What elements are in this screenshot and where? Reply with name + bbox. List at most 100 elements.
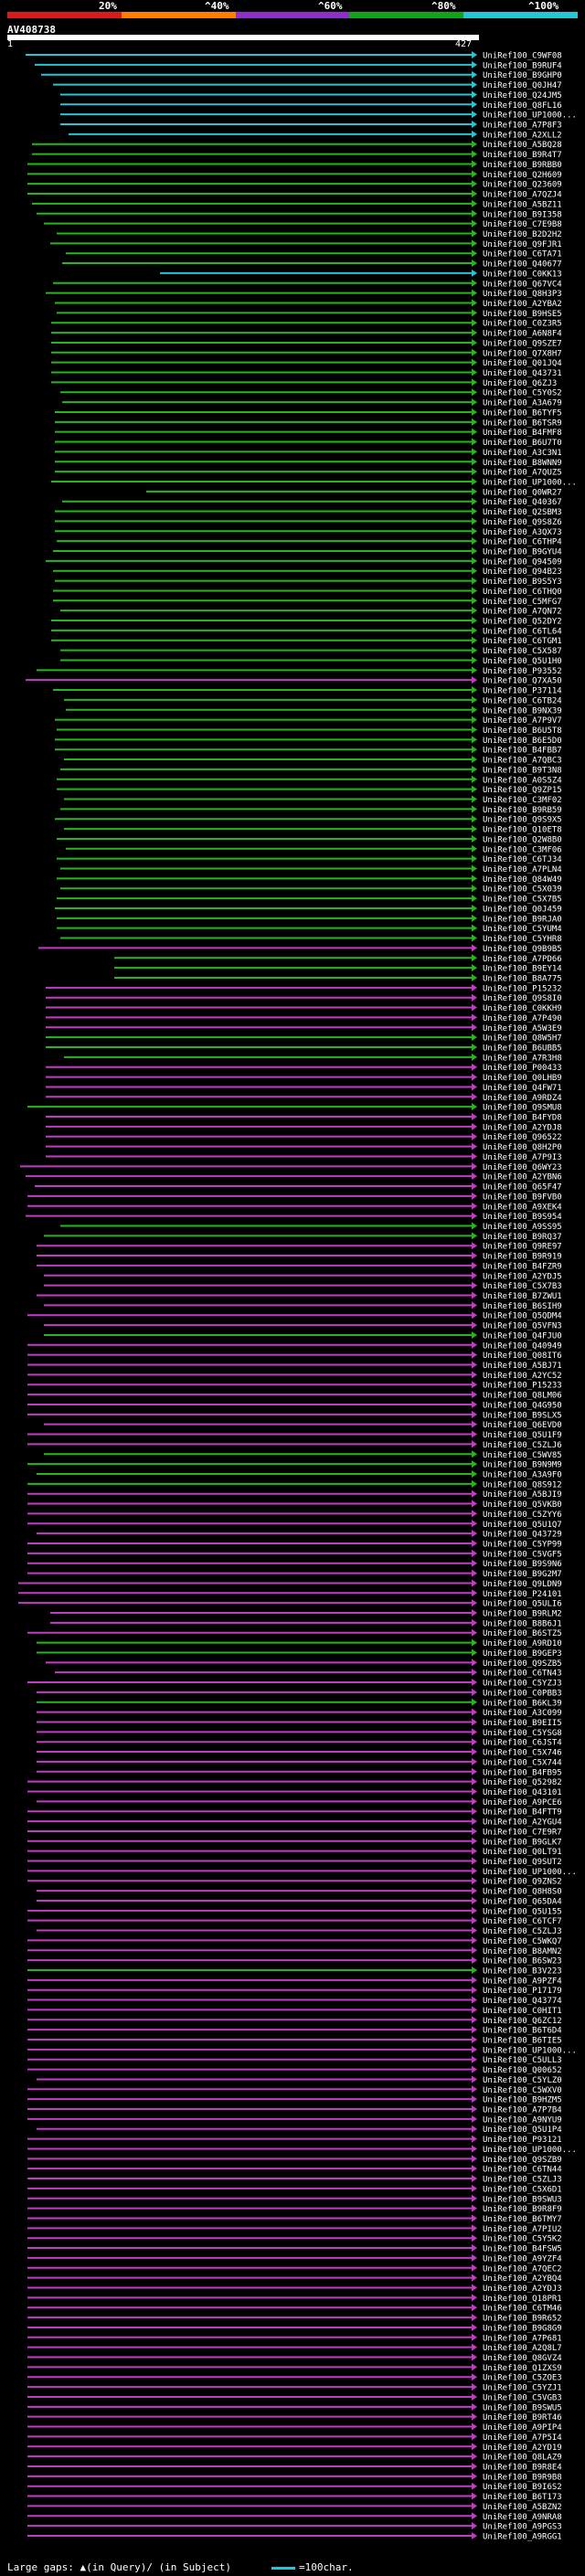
hit-id-link[interactable]: UniRef100_B9HSE5 bbox=[483, 310, 562, 319]
hit-id-link[interactable]: UniRef100_UP1000... bbox=[483, 2046, 577, 2055]
hit-id-link[interactable]: UniRef100_C6TGM1 bbox=[483, 637, 562, 646]
hit-id-link[interactable]: UniRef100_C6TA71 bbox=[483, 250, 562, 260]
hit-id-link[interactable]: UniRef100_A2YD19 bbox=[483, 2443, 562, 2453]
hit-id-link[interactable]: UniRef100_A2YGU4 bbox=[483, 1818, 562, 1828]
hit-id-link[interactable]: UniRef100_B9S5Y3 bbox=[483, 578, 562, 587]
hit-id-link[interactable]: UniRef100_Q4G950 bbox=[483, 1401, 562, 1410]
hit-id-link[interactable]: UniRef100_Q6ZJ3 bbox=[483, 379, 557, 388]
hit-id-link[interactable]: UniRef100_C5YHR8 bbox=[483, 935, 562, 944]
hit-id-link[interactable]: UniRef100_C5VGF5 bbox=[483, 1550, 562, 1559]
hit-id-link[interactable]: UniRef100_C6JST4 bbox=[483, 1739, 562, 1748]
hit-id-link[interactable]: UniRef100_B9S9N6 bbox=[483, 1560, 562, 1569]
hit-id-link[interactable]: UniRef100_C6TN44 bbox=[483, 2166, 562, 2175]
hit-id-link[interactable]: UniRef100_C5YUM4 bbox=[483, 925, 562, 934]
hit-id-link[interactable]: UniRef100_A9RDZ4 bbox=[483, 1094, 562, 1103]
hit-id-link[interactable]: UniRef100_A3A9F0 bbox=[483, 1470, 562, 1479]
hit-id-link[interactable]: UniRef100_B9NX39 bbox=[483, 706, 562, 716]
hit-id-link[interactable]: UniRef100_B9RUF4 bbox=[483, 61, 562, 70]
hit-id-link[interactable]: UniRef100_B9SWU5 bbox=[483, 2403, 562, 2412]
hit-id-link[interactable]: UniRef100_Q0J459 bbox=[483, 905, 562, 914]
hit-id-link[interactable]: UniRef100_Q7XA50 bbox=[483, 677, 562, 686]
hit-id-link[interactable]: UniRef100_C5Y5K2 bbox=[483, 2235, 562, 2244]
hit-id-link[interactable]: UniRef100_A2Q8L7 bbox=[483, 2344, 562, 2353]
hit-id-link[interactable]: UniRef100_A9PZF4 bbox=[483, 1977, 562, 1986]
hit-id-link[interactable]: UniRef100_Q2SBM3 bbox=[483, 508, 562, 517]
hit-id-link[interactable]: UniRef100_A7P490 bbox=[483, 1014, 562, 1023]
hit-id-link[interactable]: UniRef100_B4FYD8 bbox=[483, 1114, 562, 1123]
hit-id-link[interactable]: UniRef100_B9GEP3 bbox=[483, 1649, 562, 1659]
hit-id-link[interactable]: UniRef100_C0KKH9 bbox=[483, 1004, 562, 1013]
hit-id-link[interactable]: UniRef100_B9R4T7 bbox=[483, 151, 562, 160]
hit-id-link[interactable]: UniRef100_C5ULL3 bbox=[483, 2056, 562, 2065]
hit-id-link[interactable]: UniRef100_B6E5D0 bbox=[483, 737, 562, 746]
hit-id-link[interactable]: UniRef100_A5BJI9 bbox=[483, 1490, 562, 1500]
hit-id-link[interactable]: UniRef100_B9RJA0 bbox=[483, 915, 562, 924]
hit-id-link[interactable]: UniRef100_UP1000... bbox=[483, 1868, 577, 1877]
hit-id-link[interactable]: UniRef100_C5YZJ3 bbox=[483, 1680, 562, 1689]
hit-id-link[interactable]: UniRef100_P15232 bbox=[483, 984, 562, 993]
hit-id-link[interactable]: UniRef100_A7PIU2 bbox=[483, 2225, 562, 2234]
hit-id-link[interactable]: UniRef100_Q8S912 bbox=[483, 1480, 562, 1489]
hit-id-link[interactable]: UniRef100_A2YBQ4 bbox=[483, 2274, 562, 2284]
hit-id-link[interactable]: UniRef100_Q01JQ4 bbox=[483, 359, 562, 368]
hit-id-link[interactable]: UniRef100_B3V223 bbox=[483, 1966, 562, 1976]
hit-id-link[interactable]: UniRef100_B4FZR9 bbox=[483, 1262, 562, 1271]
hit-id-link[interactable]: UniRef100_C5WXV0 bbox=[483, 2086, 562, 2095]
hit-id-link[interactable]: UniRef100_B8AMN2 bbox=[483, 1947, 562, 1956]
hit-id-link[interactable]: UniRef100_A3A679 bbox=[483, 399, 562, 408]
hit-id-link[interactable]: UniRef100_A9SS95 bbox=[483, 1223, 562, 1232]
hit-id-link[interactable]: UniRef100_Q9B9B5 bbox=[483, 945, 562, 954]
hit-id-link[interactable]: UniRef100_B9RB59 bbox=[483, 806, 562, 815]
hit-id-link[interactable]: UniRef100_C7E9B8 bbox=[483, 220, 562, 229]
hit-id-link[interactable]: UniRef100_A2XLL2 bbox=[483, 131, 562, 140]
hit-id-link[interactable]: UniRef100_Q8LM06 bbox=[483, 1392, 562, 1401]
hit-id-link[interactable]: UniRef100_Q65F47 bbox=[483, 1183, 562, 1193]
hit-id-link[interactable]: UniRef100_Q8H3P3 bbox=[483, 290, 562, 299]
hit-id-link[interactable]: UniRef100_Q43731 bbox=[483, 369, 562, 378]
hit-id-link[interactable]: UniRef100_B6U5T8 bbox=[483, 726, 562, 736]
hit-id-link[interactable]: UniRef100_Q8FL16 bbox=[483, 101, 562, 111]
hit-id-link[interactable]: UniRef100_A9PIP4 bbox=[483, 2423, 562, 2433]
hit-id-link[interactable]: UniRef100_Q9S9X5 bbox=[483, 816, 562, 825]
hit-id-link[interactable]: UniRef100_Q0LHB9 bbox=[483, 1074, 562, 1083]
hit-id-link[interactable]: UniRef100_A9PCE6 bbox=[483, 1798, 562, 1807]
hit-id-link[interactable]: UniRef100_Q65DA4 bbox=[483, 1897, 562, 1906]
hit-id-link[interactable]: UniRef100_C5X744 bbox=[483, 1758, 562, 1767]
hit-id-link[interactable]: UniRef100_B8B6J1 bbox=[483, 1619, 562, 1628]
hit-id-link[interactable]: UniRef100_C5ZLJ3 bbox=[483, 2176, 562, 2185]
hit-id-link[interactable]: UniRef100_Q96522 bbox=[483, 1133, 562, 1142]
hit-id-link[interactable]: UniRef100_C6TJ34 bbox=[483, 855, 562, 864]
hit-id-link[interactable]: UniRef100_UP1000... bbox=[483, 2146, 577, 2155]
hit-id-link[interactable]: UniRef100_Q40367 bbox=[483, 498, 562, 507]
hit-id-link[interactable]: UniRef100_B6T173 bbox=[483, 2493, 562, 2502]
hit-id-link[interactable]: UniRef100_A5BQ28 bbox=[483, 141, 562, 150]
hit-id-link[interactable]: UniRef100_Q5U1Q7 bbox=[483, 1521, 562, 1530]
hit-id-link[interactable]: UniRef100_B8A775 bbox=[483, 974, 562, 983]
hit-id-link[interactable]: UniRef100_B6U7T0 bbox=[483, 439, 562, 448]
hit-id-link[interactable]: UniRef100_B2D2H2 bbox=[483, 230, 562, 239]
hit-id-link[interactable]: UniRef100_Q4FW71 bbox=[483, 1084, 562, 1093]
hit-id-link[interactable]: UniRef100_A2YDJ5 bbox=[483, 1272, 562, 1281]
hit-id-link[interactable]: UniRef100_A7P8F3 bbox=[483, 122, 562, 131]
hit-id-link[interactable]: UniRef100_C5WKQ7 bbox=[483, 1937, 562, 1946]
hit-id-link[interactable]: UniRef100_A7PD66 bbox=[483, 955, 562, 964]
hit-id-link[interactable]: UniRef100_C5X7B5 bbox=[483, 896, 562, 905]
hit-id-link[interactable]: UniRef100_B9HZM5 bbox=[483, 2096, 562, 2105]
hit-id-link[interactable]: UniRef100_Q40677 bbox=[483, 260, 562, 270]
hit-id-link[interactable]: UniRef100_Q94B23 bbox=[483, 567, 562, 577]
hit-id-link[interactable]: UniRef100_B9I6S2 bbox=[483, 2483, 562, 2492]
hit-id-link[interactable]: UniRef100_Q5U1P4 bbox=[483, 2125, 562, 2135]
hit-id-link[interactable]: UniRef100_B6SIH9 bbox=[483, 1302, 562, 1311]
hit-id-link[interactable]: UniRef100_Q5QDM4 bbox=[483, 1312, 562, 1321]
hit-id-link[interactable]: UniRef100_A9RD10 bbox=[483, 1639, 562, 1648]
hit-id-link[interactable]: UniRef100_UP1000... bbox=[483, 478, 577, 487]
hit-id-link[interactable]: UniRef100_Q6EVD0 bbox=[483, 1421, 562, 1430]
hit-id-link[interactable]: UniRef100_C0KK13 bbox=[483, 270, 562, 279]
hit-id-link[interactable]: UniRef100_C5YP99 bbox=[483, 1541, 562, 1550]
hit-id-link[interactable]: UniRef100_C5ZLJ3 bbox=[483, 1927, 562, 1936]
hit-id-link[interactable]: UniRef100_B6TYF5 bbox=[483, 408, 562, 418]
hit-id-link[interactable]: UniRef100_B9G8G9 bbox=[483, 2324, 562, 2333]
hit-id-link[interactable]: UniRef100_B8WNN9 bbox=[483, 459, 562, 468]
hit-id-link[interactable]: UniRef100_B9RBB0 bbox=[483, 161, 562, 170]
hit-id-link[interactable]: UniRef100_B9R919 bbox=[483, 1253, 562, 1262]
